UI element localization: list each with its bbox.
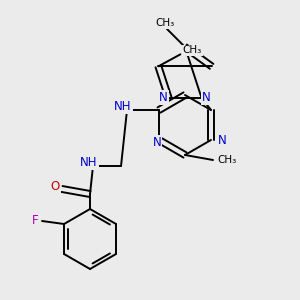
Text: NH: NH (80, 157, 98, 169)
Text: CH₃: CH₃ (155, 18, 175, 28)
Text: N: N (202, 91, 211, 104)
Text: CH₃: CH₃ (183, 45, 202, 55)
Text: F: F (32, 214, 38, 227)
Text: N: N (159, 91, 168, 104)
Text: NH: NH (114, 100, 132, 113)
Text: O: O (50, 179, 60, 193)
Text: N: N (218, 134, 227, 146)
Text: N: N (153, 136, 161, 148)
Text: CH₃: CH₃ (218, 155, 237, 165)
